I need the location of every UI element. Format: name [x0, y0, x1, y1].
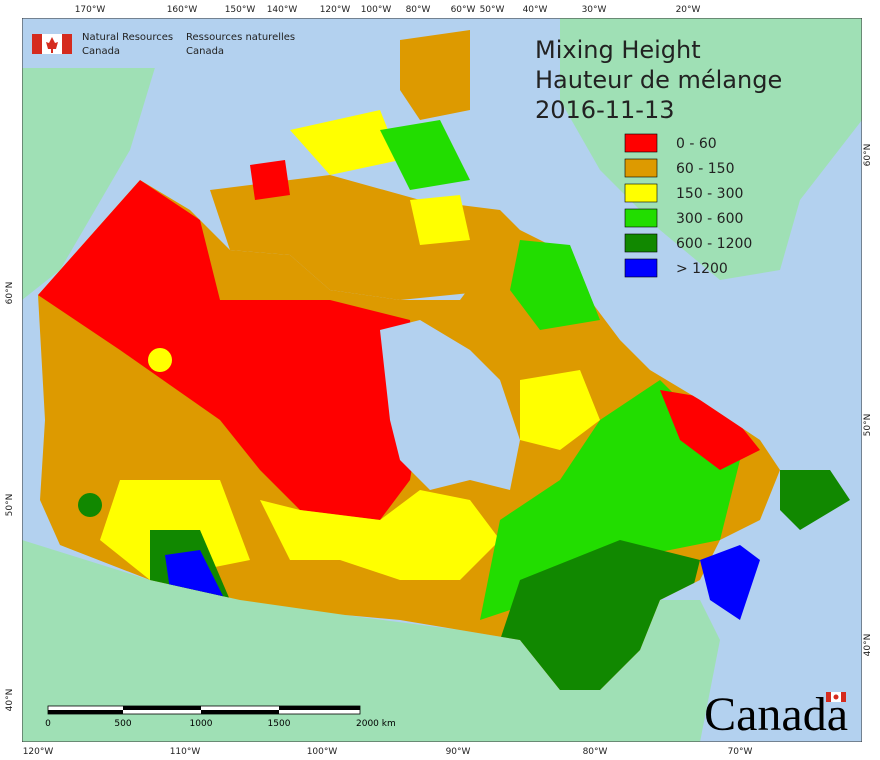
scale-bar-label: 2000 km [356, 719, 396, 729]
right-axis-label: 40°N [863, 634, 873, 657]
legend-swatch [624, 258, 658, 278]
top-axis-label: 20°W [676, 5, 701, 15]
left-axis-label: 40°N [5, 689, 15, 712]
newfoundland [780, 470, 850, 530]
alaska [22, 18, 170, 300]
scale-bar-label: 500 [114, 719, 131, 729]
bottom-axis-label: 110°W [170, 747, 201, 757]
maple-leaf [46, 37, 58, 53]
top-axis-label: 80°W [406, 5, 431, 15]
flag-bar [62, 34, 72, 54]
zone-150-300 [148, 348, 172, 372]
bottom-axis-label: 100°W [307, 747, 338, 757]
flag-bar [32, 34, 42, 54]
zone-150-300 [520, 370, 600, 450]
top-axis-label: 150°W [225, 5, 256, 15]
legend-label: 0 - 60 [676, 136, 717, 152]
right-axis-label: 60°N [863, 144, 873, 167]
canada-flag [32, 34, 72, 54]
flag-bar [826, 692, 831, 702]
bottom-axis-label: 80°W [583, 747, 608, 757]
wordmark-flag [826, 692, 846, 702]
baffin-island [510, 240, 600, 330]
arctic-island [290, 110, 400, 175]
zone-150-300 [260, 490, 500, 580]
legend-label: 600 - 1200 [676, 236, 752, 252]
top-axis-label: 140°W [267, 5, 298, 15]
legend-swatch [624, 133, 658, 153]
legend-label: 150 - 300 [676, 186, 743, 202]
maple-leaf [833, 694, 839, 700]
agency-fr: Canada [186, 46, 224, 57]
top-axis-label: 50°W [480, 5, 505, 15]
title-line: 2016-11-13 [535, 96, 674, 124]
arctic-island [410, 195, 470, 245]
legend-label: > 1200 [676, 261, 728, 277]
legend-swatch [624, 183, 658, 203]
arctic-island [400, 30, 470, 120]
top-axis-label: 60°W [451, 5, 476, 15]
bottom-axis-label: 120°W [23, 747, 54, 757]
legend-label: 60 - 150 [676, 161, 735, 177]
scale-bar-segment [201, 710, 279, 714]
maritimes [700, 545, 760, 620]
agency-en: Natural Resources [82, 32, 173, 43]
united-states [22, 540, 720, 742]
scale-bar-label: 0 [45, 719, 51, 729]
zone-300-600 [480, 380, 740, 620]
title-line: Hauteur de mélange [535, 66, 782, 94]
left-axis-label: 60°N [5, 282, 15, 305]
top-axis-label: 120°W [320, 5, 351, 15]
scale-bar-segment [48, 710, 123, 714]
agency-fr: Ressources naturelles [186, 32, 295, 43]
arctic-island [250, 160, 290, 200]
zone-0-60 [38, 180, 420, 520]
legend-swatch [624, 208, 658, 228]
scale-bar-label: 1500 [268, 719, 291, 729]
legend-label: 300 - 600 [676, 211, 743, 227]
top-axis-label: 40°W [523, 5, 548, 15]
map-body [22, 18, 862, 742]
scale-bar-segment [123, 706, 201, 710]
zone-0-60 [660, 390, 760, 470]
bottom-axis-label: 90°W [446, 747, 471, 757]
legend-swatch [624, 158, 658, 178]
bottom-axis-label: 70°W [728, 747, 753, 757]
top-axis-label: 30°W [582, 5, 607, 15]
left-axis-label: 50°N [5, 494, 15, 517]
zone-600-1200 [78, 493, 102, 517]
top-axis-label: 160°W [167, 5, 198, 15]
scale-bar-label: 1000 [190, 719, 213, 729]
arctic-island [380, 120, 470, 190]
legend-swatch [624, 233, 658, 253]
greenland [560, 18, 862, 280]
canada-wordmark: Canada [704, 688, 848, 741]
top-axis-label: 170°W [75, 5, 106, 15]
flag-bar [841, 692, 846, 702]
top-axis-label: 100°W [361, 5, 392, 15]
title-line: Mixing Height [535, 36, 701, 64]
hudson-bay [380, 320, 520, 490]
agency-en: Canada [82, 46, 120, 57]
right-axis-label: 50°N [863, 414, 873, 437]
scale-bar-segment [279, 706, 360, 710]
